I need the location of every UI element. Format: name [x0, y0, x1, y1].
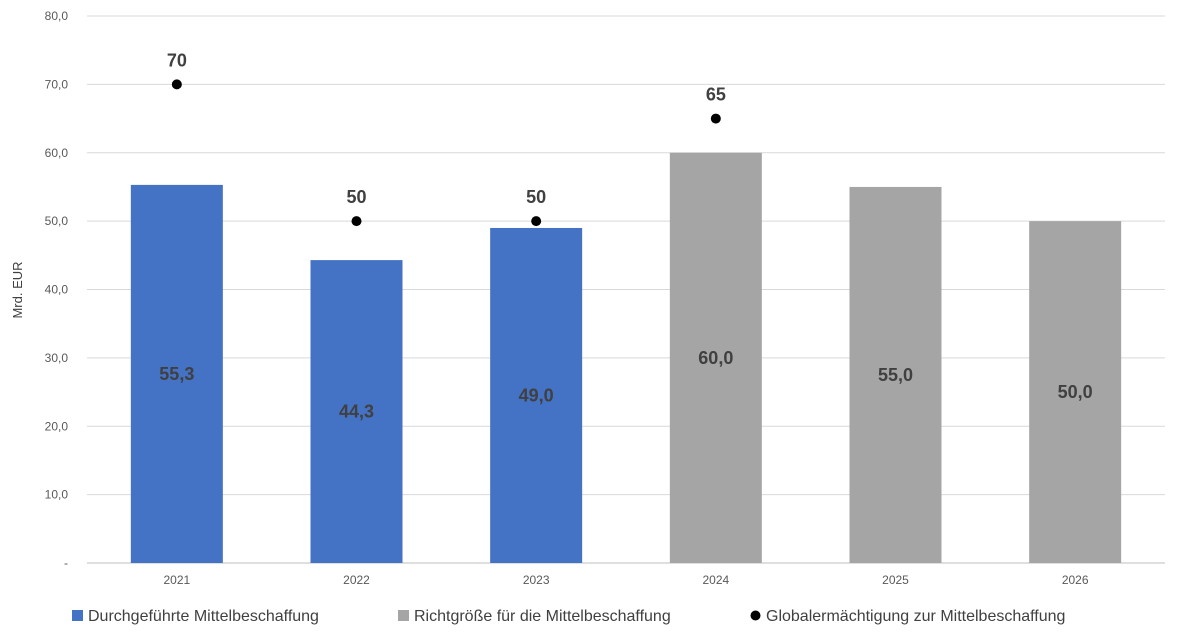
bar-data-label: 60,0 — [698, 348, 733, 368]
y-axis-label: Mrd. EUR — [10, 261, 25, 318]
x-tick-label: 2025 — [882, 573, 909, 587]
x-tick-label: 2024 — [702, 573, 729, 587]
y-tick-label: - — [64, 556, 68, 570]
bar-data-label: 49,0 — [519, 385, 554, 405]
bars: 55,3 44,3 49,0 60,0 55,0 50,0 — [130, 152, 1122, 564]
legend: Durchgeführte Mittelbeschaffung Richtgröß… — [72, 608, 1065, 625]
legend-label: Richtgröße für die Mittelbeschaffung — [414, 608, 671, 625]
legend-label: Globalermächtigung zur Mittelbeschaffung — [766, 608, 1065, 625]
x-tick-label: 2026 — [1062, 573, 1089, 587]
bar — [849, 186, 942, 563]
y-tick-label: 30,0 — [45, 351, 69, 365]
y-tick-label: 50,0 — [45, 214, 69, 228]
bar — [1029, 221, 1122, 563]
legend-swatch — [72, 610, 83, 621]
x-tick-label: 2021 — [163, 573, 190, 587]
point-data-label: 50 — [526, 187, 546, 207]
y-axis: - 10,0 20,0 30,0 40,0 50,0 60,0 70,0 80,0 — [45, 9, 69, 570]
bar — [310, 260, 403, 563]
y-tick-label: 70,0 — [45, 77, 69, 91]
bar — [130, 184, 223, 564]
y-tick-label: 10,0 — [45, 488, 69, 502]
x-tick-label: 2022 — [343, 573, 370, 587]
x-axis: 2021 2022 2023 2024 2025 2026 — [163, 573, 1088, 587]
point-data-label: 50 — [346, 187, 366, 207]
bar-data-label: 55,0 — [878, 365, 913, 385]
legend-label: Durchgeführte Mittelbeschaffung — [88, 608, 319, 625]
y-tick-label: 80,0 — [45, 9, 69, 23]
point-data-label: 70 — [167, 50, 187, 70]
y-tick-label: 40,0 — [45, 283, 69, 297]
gridlines — [87, 15, 1165, 564]
points: 70 50 50 65 — [167, 50, 726, 227]
bar-data-label: 55,3 — [159, 364, 194, 384]
legend-swatch — [398, 610, 409, 621]
bar — [669, 152, 762, 563]
point-data-label: 65 — [706, 85, 726, 105]
y-tick-label: 20,0 — [45, 419, 69, 433]
x-tick-label: 2023 — [523, 573, 550, 587]
bar-data-label: 50,0 — [1058, 382, 1093, 402]
y-tick-label: 60,0 — [45, 146, 69, 160]
bar-data-label: 44,3 — [339, 402, 374, 422]
bar — [490, 227, 583, 563]
data-point — [351, 216, 362, 227]
legend-marker — [750, 610, 761, 621]
data-point — [710, 113, 721, 124]
data-point — [531, 216, 542, 227]
data-point — [171, 79, 182, 90]
